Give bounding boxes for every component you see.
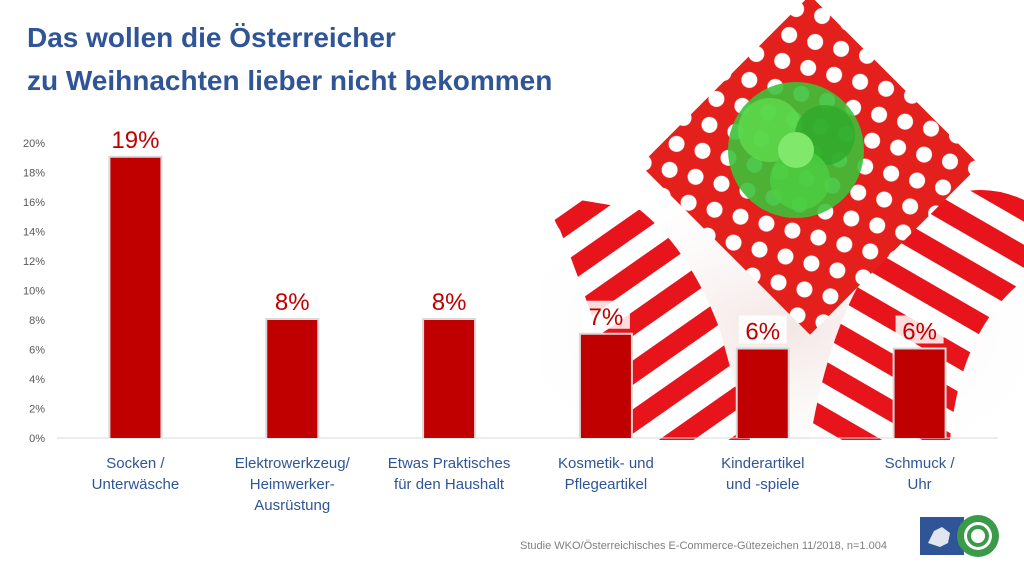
data-label-background (268, 286, 317, 314)
data-label: 19% (111, 127, 159, 154)
x-tick-label: Heimwerker- (250, 476, 335, 493)
page-title: Das wollen die Österreicher zu Weihnacht… (27, 16, 552, 102)
x-axis: Socken / Unterwäsche Elektrowerkzeug/Heimw… (92, 455, 956, 514)
x-tick-label: für den Haushalt (394, 476, 505, 493)
y-tick-label: 2% (29, 404, 45, 416)
x-tick-label: Schmuck / (885, 455, 956, 472)
x-tick-label: Uhr (907, 476, 931, 493)
y-tick-label: 16% (23, 197, 45, 209)
gift-socks-photo (540, 0, 1024, 440)
y-tick-label: 4% (29, 374, 45, 386)
x-tick-label: und -spiele (726, 476, 799, 493)
x-tick-label: Kosmetik- und (558, 455, 654, 472)
bar (424, 320, 475, 438)
title-line-1: Das wollen die Österreicher (27, 22, 396, 53)
x-tick-label: Pflegeartikel (565, 476, 648, 493)
y-tick-label: 0% (29, 433, 45, 445)
data-label-background (111, 123, 160, 152)
bar (110, 157, 161, 438)
ecommerce-guetezeichen-logo (920, 515, 999, 557)
y-tick-label: 14% (23, 227, 45, 239)
x-tick-label: Ausrüstung (254, 497, 330, 514)
left-sock (553, 200, 750, 440)
y-axis: 0% 2% 4% 6% 8% 10% 12% 14% 16% 18% 20% (23, 138, 45, 445)
data-label-background (425, 286, 474, 314)
x-tick-label: Unterwäsche (92, 476, 180, 493)
data-label-background (581, 300, 630, 329)
y-tick-label: 6% (29, 345, 45, 357)
data-label: 7% (589, 304, 624, 331)
x-tick-label: Kinderartikel (721, 455, 804, 472)
bar (267, 320, 318, 438)
data-labels: 19% 8% 8% 7% 6% 6% (111, 123, 944, 346)
data-label: 6% (745, 319, 780, 346)
data-label-background (738, 315, 787, 344)
green-bow (728, 82, 864, 218)
x-tick-label: Socken / (106, 455, 165, 472)
data-label: 6% (902, 319, 937, 346)
data-label-background (895, 315, 944, 344)
y-tick-label: 12% (23, 256, 45, 268)
data-label: 8% (432, 289, 467, 316)
data-label: 8% (275, 289, 310, 316)
right-sock (810, 190, 1024, 440)
x-tick-label: Elektrowerkzeug/ (235, 455, 351, 472)
title-line-2: zu Weihnachten lieber nicht bekommen (27, 65, 553, 96)
bar (737, 349, 788, 438)
bar (580, 334, 631, 438)
source-note: Studie WKO/Österreichisches E-Commerce-G… (520, 540, 887, 552)
bar (894, 349, 945, 438)
y-tick-label: 10% (23, 286, 45, 298)
y-tick-label: 20% (23, 138, 45, 150)
x-tick-label: Etwas Praktisches (388, 455, 511, 472)
y-tick-label: 8% (29, 315, 45, 327)
bars (108, 155, 947, 438)
y-tick-label: 18% (23, 168, 45, 180)
